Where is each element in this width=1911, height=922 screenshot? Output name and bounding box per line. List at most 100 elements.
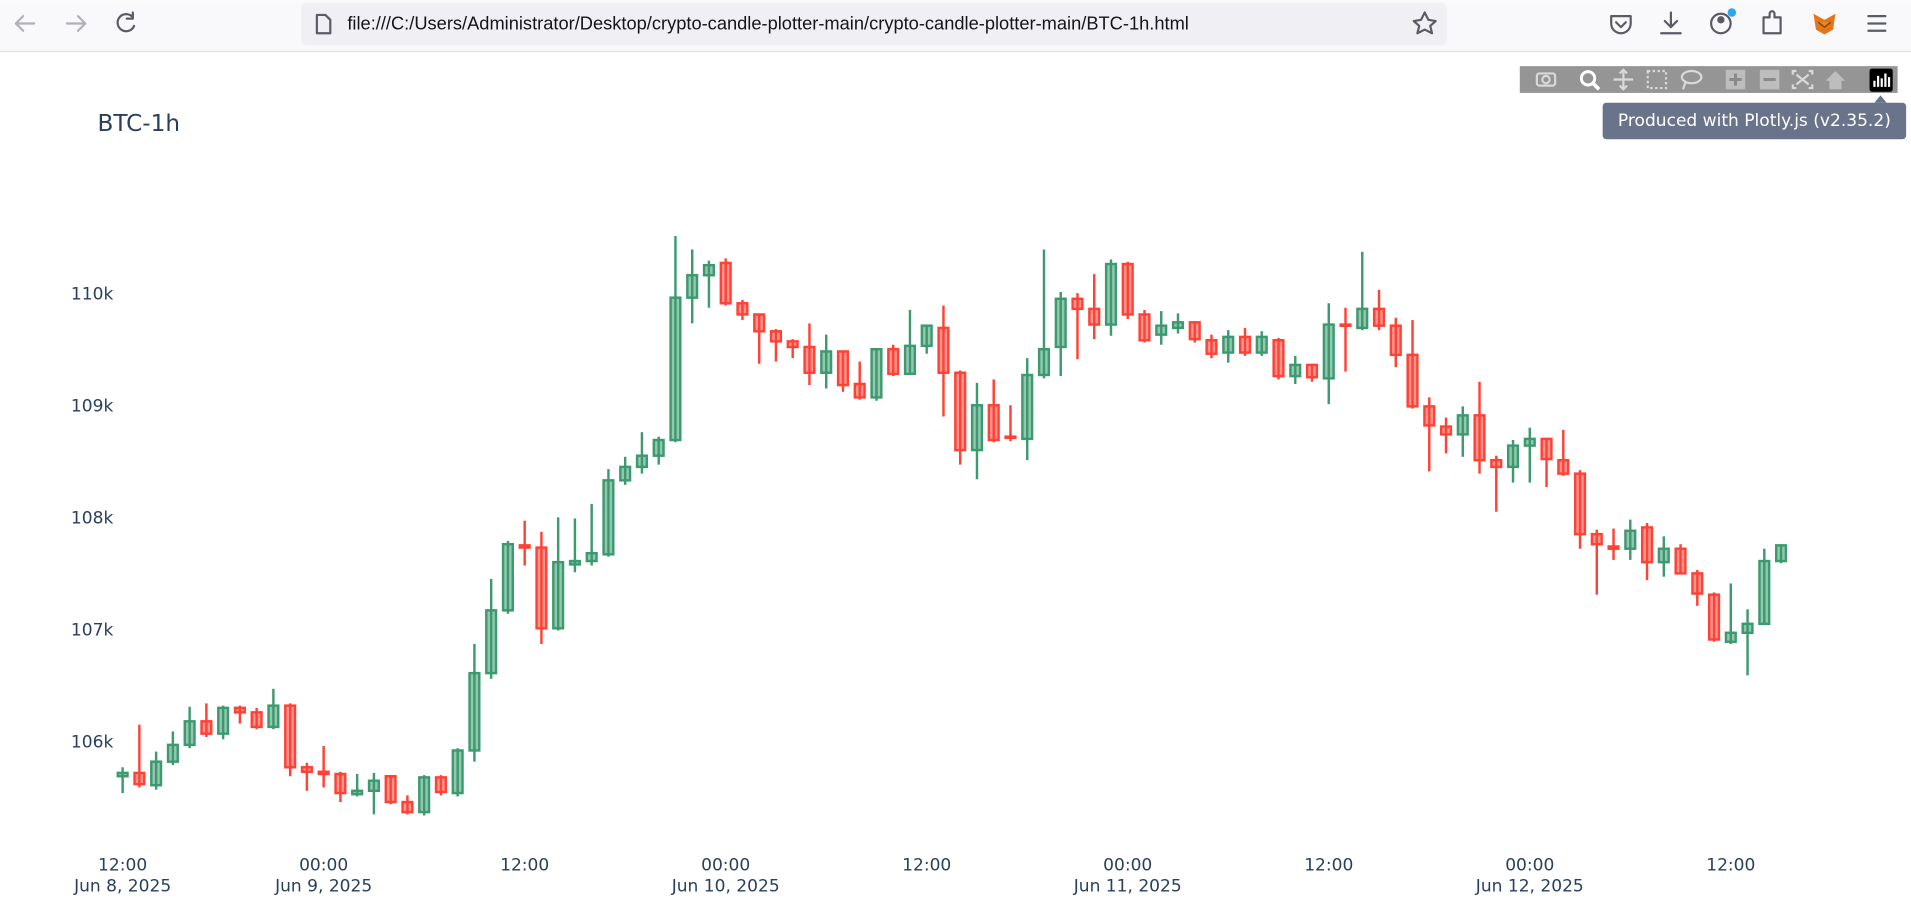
candle: [468, 643, 481, 762]
candle-body: [585, 551, 598, 563]
metamask-button[interactable]: [1813, 13, 1836, 35]
url-bar[interactable]: [301, 2, 1447, 46]
candle-body: [1021, 373, 1034, 441]
candle: [702, 260, 716, 308]
candle: [937, 305, 950, 417]
candle-body: [1774, 544, 1788, 563]
candle-body: [820, 350, 833, 374]
candle-body: [1356, 307, 1369, 330]
candle: [284, 703, 297, 777]
candle: [217, 705, 230, 740]
candle: [1138, 309, 1151, 343]
forward-button[interactable]: [65, 15, 87, 32]
candle-body: [1741, 622, 1754, 634]
candle-body: [1138, 313, 1151, 342]
x-tick-label: Jun 9, 2025: [274, 876, 372, 896]
pan-button[interactable]: [1613, 68, 1634, 91]
zoom-in-button[interactable]: [1725, 69, 1746, 90]
downloads-button[interactable]: [1660, 11, 1682, 35]
candle: [652, 436, 665, 465]
url-text[interactable]: file:///C:/Users/Administrator/Desktop/c…: [347, 13, 1189, 34]
candle-body: [1691, 572, 1704, 595]
candle-body: [1121, 262, 1134, 316]
candle: [820, 334, 833, 389]
candle-body: [1322, 323, 1335, 380]
candle: [1021, 358, 1034, 461]
candle-body: [535, 546, 548, 630]
candle: [1456, 406, 1469, 457]
candle: [1238, 327, 1252, 356]
account-button[interactable]: [1710, 8, 1737, 35]
extensions-button[interactable]: [1762, 10, 1782, 35]
zoom-button[interactable]: [1579, 70, 1601, 91]
candle: [1272, 338, 1285, 380]
candle-body: [401, 800, 414, 814]
candle: [853, 361, 866, 400]
candle-body: [150, 760, 163, 787]
plotly-logo[interactable]: [1869, 68, 1893, 92]
candle: [736, 299, 749, 321]
back-button[interactable]: [14, 15, 36, 32]
candle-body: [903, 344, 917, 376]
candle: [1389, 317, 1402, 368]
candle-body: [937, 326, 950, 374]
candle-body: [1724, 631, 1737, 643]
candle-body: [619, 465, 632, 482]
candle-body: [1557, 458, 1570, 475]
candle-body: [166, 743, 179, 763]
candle: [1741, 609, 1754, 676]
pocket-button[interactable]: [1610, 15, 1632, 35]
candle: [1506, 439, 1520, 483]
reload-button[interactable]: [116, 11, 136, 33]
x-tick-label: 12:00: [902, 856, 951, 876]
box-select-button[interactable]: [1646, 69, 1668, 90]
x-tick-label: Jun 10, 2025: [671, 876, 780, 896]
download-plot-button[interactable]: [1535, 72, 1557, 87]
menu-button[interactable]: [1867, 15, 1887, 32]
candle-body: [635, 454, 649, 469]
candle: [1155, 311, 1168, 345]
candle: [434, 775, 447, 796]
bookmark-star[interactable]: [1412, 11, 1437, 35]
candle: [1607, 528, 1620, 560]
candle: [568, 518, 582, 573]
candle: [1557, 429, 1570, 476]
candle-body: [870, 347, 883, 399]
candle-body: [267, 704, 280, 729]
autoscale-button[interactable]: [1791, 69, 1814, 90]
lasso-select-button[interactable]: [1680, 69, 1703, 90]
candle-body: [719, 261, 732, 305]
zoom-out-button[interactable]: [1759, 69, 1780, 90]
candle: [1255, 331, 1268, 356]
candle: [769, 329, 783, 362]
candle-body: [1456, 414, 1469, 436]
candle: [334, 771, 347, 803]
reset-axes-button[interactable]: [1825, 71, 1846, 90]
candle-body: [769, 330, 783, 343]
candle: [635, 432, 649, 474]
candle-body: [1054, 297, 1067, 349]
candle-body: [887, 347, 900, 376]
candle-body: [1339, 323, 1352, 327]
candle-body: [987, 404, 1000, 442]
candle-body: [1607, 545, 1620, 550]
candle: [1372, 289, 1386, 331]
candle-body: [468, 671, 481, 752]
candle-body: [954, 371, 967, 452]
candle-body: [284, 704, 297, 769]
candle: [535, 531, 548, 644]
candle: [920, 324, 933, 354]
candle: [317, 745, 330, 788]
candle-body: [334, 772, 347, 795]
candle: [418, 775, 431, 816]
candle-body: [702, 263, 716, 277]
x-tick-label: Jun 12, 2025: [1475, 876, 1584, 896]
candle-body: [552, 560, 565, 630]
candle-body: [1590, 532, 1603, 546]
x-tick-label: Jun 8, 2025: [73, 876, 171, 896]
candle-body: [736, 302, 749, 316]
x-tick-label: 12:00: [1706, 856, 1755, 876]
tooltip-arrow: [1874, 95, 1887, 103]
